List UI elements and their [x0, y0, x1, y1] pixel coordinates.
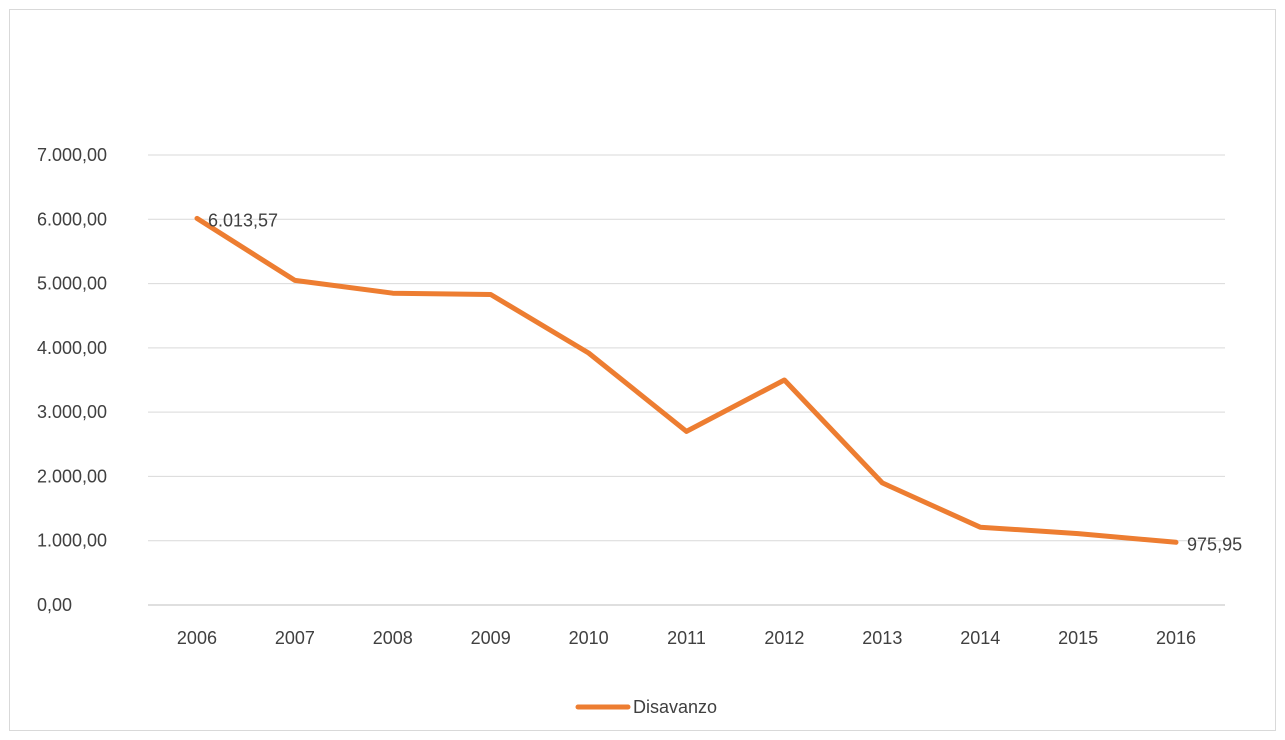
y-tick-label: 4.000,00: [37, 338, 107, 358]
chart-frame: [9, 9, 1276, 731]
x-tick-label: 2008: [373, 628, 413, 648]
legend-label-disavanzo: Disavanzo: [633, 697, 717, 717]
x-tick-label: 2013: [862, 628, 902, 648]
x-tick-label: 2014: [960, 628, 1000, 648]
series-group: [194, 215, 1179, 545]
x-tick-label: 2015: [1058, 628, 1098, 648]
y-axis-tick-labels: 0,00 1.000,00 2.000,00 3.000,00 4.000,00 5.00…: [37, 145, 107, 615]
x-tick-label: 2016: [1156, 628, 1196, 648]
x-tick-label: 2012: [764, 628, 804, 648]
data-label: 6.013,57: [208, 210, 278, 230]
x-tick-label: 2007: [275, 628, 315, 648]
y-tick-label: 7.000,00: [37, 145, 107, 165]
data-label: 975,95: [1187, 534, 1242, 554]
y-tick-label: 2.000,00: [37, 466, 107, 486]
x-axis-tick-labels: 2006 2007 2008 2009 2010 2011 2012 2013 2014 2015…: [177, 628, 1196, 648]
x-tick-label: 2010: [569, 628, 609, 648]
x-tick-label: 2006: [177, 628, 217, 648]
y-tick-label: 0,00: [37, 595, 72, 615]
x-tick-label: 2009: [471, 628, 511, 648]
data-labels: 6.013,57 975,95: [208, 210, 1242, 554]
legend: Disavanzo: [575, 697, 717, 717]
x-tick-label: 2011: [667, 628, 706, 648]
y-tick-label: 6.000,00: [37, 209, 107, 229]
y-tick-label: 1.000,00: [37, 531, 107, 551]
y-tick-label: 3.000,00: [37, 402, 107, 422]
y-tick-label: 5.000,00: [37, 274, 107, 294]
gridlines: [148, 154, 1225, 606]
series-line-disavanzo: [194, 215, 1179, 545]
